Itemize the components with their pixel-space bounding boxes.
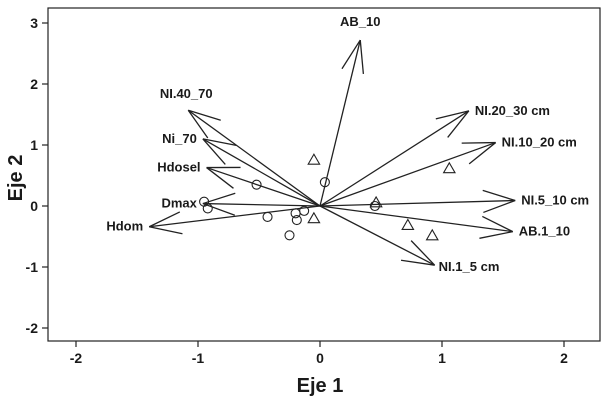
- vector-label: Dmax: [161, 196, 197, 211]
- triangle-point: [425, 228, 439, 241]
- y-tick-label: -1: [26, 259, 39, 275]
- plot-frame: [47, 7, 601, 342]
- vector-label: NI.20_30 cm: [475, 103, 550, 118]
- circle-point: [251, 179, 262, 190]
- circle-point: [262, 211, 273, 223]
- vector-label: Ni_70: [162, 131, 197, 146]
- triangle-point: [442, 161, 456, 174]
- vector-arrow: [187, 109, 321, 207]
- points-layer: [199, 153, 456, 241]
- vector-label: Hdom: [106, 219, 143, 234]
- vector-label: Hdosel: [157, 160, 200, 175]
- circle-point: [202, 203, 213, 214]
- x-axis-title: Eje 1: [297, 375, 344, 397]
- x-tick-label: 2: [560, 350, 568, 366]
- y-tick-label: 2: [30, 76, 38, 92]
- vector-label: NI.1_5 cm: [439, 259, 500, 274]
- circle-point: [299, 205, 310, 216]
- y-tick-label: 1: [30, 137, 38, 153]
- circle-point: [291, 214, 302, 226]
- vector-arrow: [319, 189, 516, 214]
- x-tick-label: -1: [192, 350, 205, 366]
- vector-label: AB_10: [340, 14, 380, 29]
- circle-point: [284, 230, 295, 241]
- vector-arrow: [319, 205, 514, 239]
- vector-arrow: [319, 205, 436, 266]
- vector-arrow: [319, 141, 497, 207]
- y-tick-label: 0: [30, 198, 38, 214]
- vector-label: NI.5_10 cm: [521, 193, 589, 208]
- vector-label: AB.1_10: [519, 224, 570, 239]
- triangle-point: [401, 218, 415, 230]
- x-tick-label: -2: [70, 350, 83, 366]
- vector-arrow: [148, 205, 321, 235]
- vector-arrow: [319, 110, 470, 207]
- circle-point: [369, 200, 380, 212]
- vector-arrow: [319, 39, 365, 207]
- vector-label: NI.10_20 cm: [502, 135, 577, 150]
- vector-arrow: [206, 166, 321, 207]
- triangle-point: [307, 211, 321, 224]
- vector-arrow: [202, 138, 321, 207]
- triangle-point: [369, 195, 383, 208]
- vector-label: NI.40_70: [160, 86, 213, 101]
- y-tick-label: -2: [26, 320, 39, 336]
- triangle-point: [307, 153, 321, 165]
- y-axis-title: Eje 2: [5, 155, 27, 202]
- y-tick-label: 3: [30, 15, 38, 31]
- ticks-layer: -2 -1 0 1 2 -2 -1 0 1 2 3: [26, 15, 569, 366]
- circle-point: [319, 177, 330, 188]
- x-tick-label: 0: [316, 350, 324, 366]
- vectors-layer: AB_10 NI.40_70 Ni_70 Hdosel Dmax Hdom NI.20_30…: [106, 14, 589, 274]
- x-tick-label: 1: [438, 350, 446, 366]
